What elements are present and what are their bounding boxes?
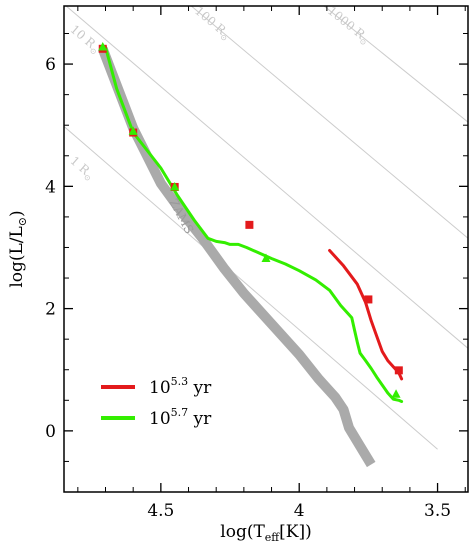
marker-triangle-2 xyxy=(128,126,138,135)
legend-2-unit: yr xyxy=(188,409,212,429)
marker-triangle-5 xyxy=(391,389,401,398)
radius-label-sub: ⊙ xyxy=(218,32,229,43)
legend-label-2: 105.7 yr xyxy=(149,406,212,429)
plot-frame xyxy=(63,5,469,493)
track-markers xyxy=(98,41,403,398)
x-tick-label: 4 xyxy=(294,501,305,521)
radius-label-2: 10 R⊙ xyxy=(66,22,103,57)
marker-square-4 xyxy=(245,220,254,229)
legend-2-exp: 5.7 xyxy=(171,406,189,419)
x-axis-label-tail: [K]) xyxy=(279,522,312,542)
marker-triangle-1 xyxy=(98,41,108,51)
x-axis-label-main: log(T xyxy=(220,522,265,542)
evolution-tracks xyxy=(104,45,404,403)
y-tick-label: 4 xyxy=(45,177,56,197)
x-axis-label: log(Teff[K]) xyxy=(220,522,311,544)
x-axis-label-sub: eff xyxy=(265,531,281,544)
radius-label-1: 1 R⊙ xyxy=(66,154,97,184)
x-tick-label: 4.5 xyxy=(147,501,174,521)
x-tick-label: 3.5 xyxy=(424,501,451,521)
marker-square-6 xyxy=(394,366,403,375)
legend-1-base: 10 xyxy=(149,378,171,398)
radius-label-sub: ⊙ xyxy=(358,36,369,47)
radius-label-sub: ⊙ xyxy=(88,46,99,57)
radius-label-4: 1000 R⊙ xyxy=(324,4,373,48)
radius-line-2 xyxy=(65,6,468,349)
radius-reference-lines: 1 R⊙ 10 R⊙ 100 R⊙ 1000 R⊙ xyxy=(64,4,468,450)
legend-1-exp: 5.3 xyxy=(171,375,189,388)
legend-1-unit: yr xyxy=(188,378,212,398)
y-tick-label: 0 xyxy=(45,422,56,442)
radius-label-sub: ⊙ xyxy=(82,172,93,183)
y-axis-label: log(L/L⊙) xyxy=(7,210,29,287)
radius-line-3 xyxy=(190,6,468,239)
y-tick-label: 6 xyxy=(45,55,56,75)
legend-label-1: 105.3 yr xyxy=(149,375,212,398)
legend-2-base: 10 xyxy=(149,409,171,429)
y-axis-label-tail: ) xyxy=(7,210,27,217)
zams-line xyxy=(98,47,376,468)
legend: 105.3 yr 105.7 yr xyxy=(101,375,212,429)
radius-line-1 xyxy=(64,126,438,450)
zams-track: ZAMS xyxy=(98,47,376,468)
marker-triangle-4 xyxy=(261,253,271,262)
radius-label-3: 100 R⊙ xyxy=(191,4,234,44)
y-axis-label-sym: ⊙ xyxy=(16,217,29,226)
marker-square-5 xyxy=(364,295,373,304)
radius-line-4 xyxy=(323,6,468,123)
track-line-2 xyxy=(104,45,404,403)
axis-ticks: 4.5 4 3.5 0 2 4 6 xyxy=(45,6,468,521)
y-tick-label: 2 xyxy=(45,300,56,320)
marker-triangle-3 xyxy=(170,181,180,191)
y-axis-label-main: log(L/L xyxy=(7,226,27,288)
